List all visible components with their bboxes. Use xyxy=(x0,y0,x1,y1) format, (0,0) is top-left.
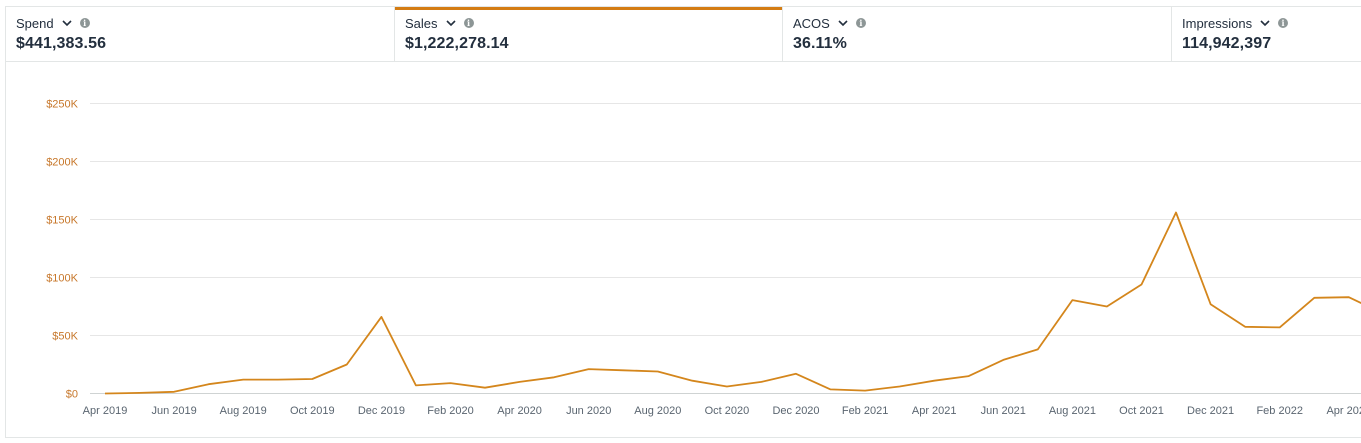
x-tick-label: Jun 2020 xyxy=(566,405,611,417)
x-tick-label: Aug 2021 xyxy=(1049,405,1096,417)
performance-widget: Spend i $441,383.56 Sales i $1,222,278.1… xyxy=(5,6,1361,438)
metric-tab-spend[interactable]: Spend i $441,383.56 xyxy=(6,7,395,61)
chevron-down-icon[interactable] xyxy=(1258,16,1272,30)
x-tick-label: Feb 2022 xyxy=(1256,405,1302,417)
metric-label: Spend xyxy=(16,15,54,31)
y-tick-label: $50K xyxy=(52,331,78,343)
metric-label: Sales xyxy=(405,15,438,31)
x-tick-label: Apr 2019 xyxy=(83,405,128,417)
x-tick-label: Apr 2020 xyxy=(497,405,542,417)
x-tick-label: Dec 2021 xyxy=(1187,405,1234,417)
x-tick-label: Apr 2021 xyxy=(912,405,957,417)
info-icon[interactable]: i xyxy=(463,18,474,28)
y-tick-label: $250K xyxy=(46,99,78,111)
info-icon[interactable]: i xyxy=(855,18,866,28)
metric-value: 114,942,397 xyxy=(1182,35,1272,52)
x-tick-label: Aug 2020 xyxy=(634,405,681,417)
info-icon[interactable]: i xyxy=(79,18,90,28)
x-tick-label: Jun 2021 xyxy=(981,405,1026,417)
x-tick-label: Dec 2020 xyxy=(772,405,819,417)
x-tick-label: Apr 2022 xyxy=(1326,405,1361,417)
metric-label: Impressions xyxy=(1182,15,1253,31)
metric-tab-sales[interactable]: Sales i $1,222,278.14 xyxy=(395,7,783,61)
x-tick-label: Jun 2019 xyxy=(151,405,196,417)
chevron-down-icon[interactable] xyxy=(444,16,458,30)
x-tick-label: Aug 2019 xyxy=(220,405,267,417)
metric-tab-impressions[interactable]: Impressions i 114,942,397 xyxy=(1172,7,1361,61)
x-tick-label: Oct 2019 xyxy=(290,405,335,417)
metric-tabs: Spend i $441,383.56 Sales i $1,222,278.1… xyxy=(6,7,1361,62)
y-tick-label: $150K xyxy=(46,215,78,227)
metric-label: ACOS xyxy=(793,15,830,31)
x-tick-label: Oct 2021 xyxy=(1119,405,1164,417)
info-icon[interactable]: i xyxy=(1278,18,1289,28)
y-tick-label: $100K xyxy=(46,273,78,285)
metric-tab-acos[interactable]: ACOS i 36.11% xyxy=(783,7,1172,61)
metric-value: 36.11% xyxy=(793,35,847,52)
chevron-down-icon[interactable] xyxy=(60,16,74,30)
x-tick-label: Dec 2019 xyxy=(358,405,405,417)
sales-series-line xyxy=(104,211,1361,395)
metric-value: $441,383.56 xyxy=(16,35,107,52)
x-tick-label: Feb 2020 xyxy=(427,405,473,417)
metric-value: $1,222,278.14 xyxy=(405,35,509,52)
y-tick-label: $0 xyxy=(66,389,78,401)
x-tick-label: Feb 2021 xyxy=(842,405,888,417)
y-tick-label: $200K xyxy=(46,157,78,169)
x-tick-label: Oct 2020 xyxy=(705,405,750,417)
chevron-down-icon[interactable] xyxy=(836,16,850,30)
